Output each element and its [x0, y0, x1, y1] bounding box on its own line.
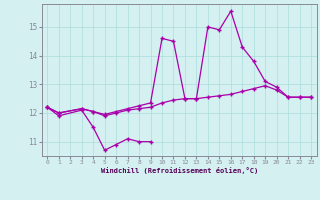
X-axis label: Windchill (Refroidissement éolien,°C): Windchill (Refroidissement éolien,°C): [100, 167, 258, 174]
